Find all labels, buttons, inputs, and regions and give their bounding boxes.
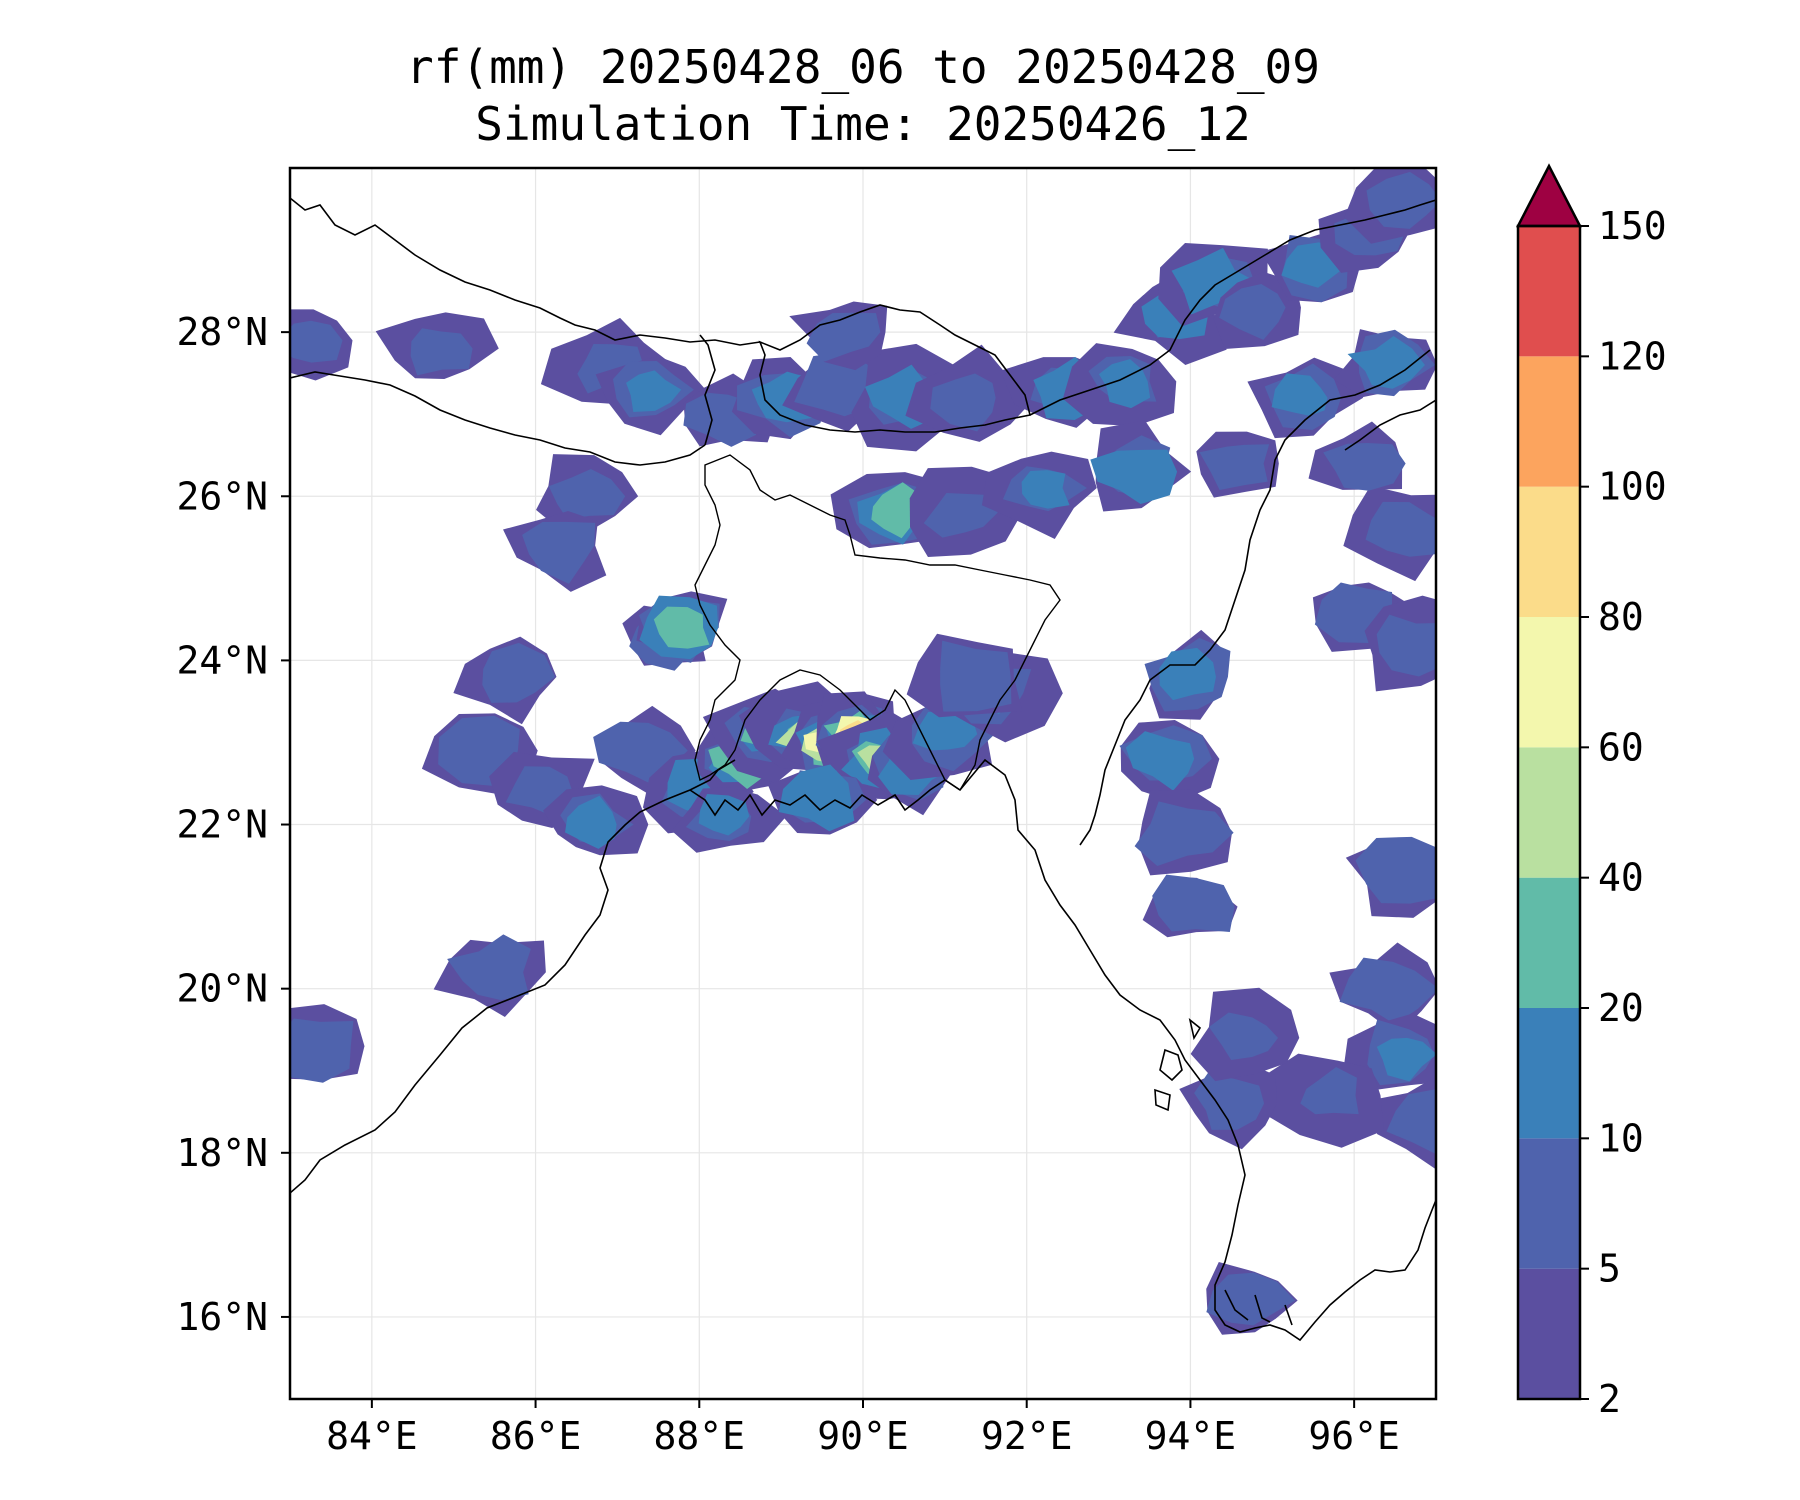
colorbar-tick-label: 150: [1598, 204, 1667, 248]
rain-cell: [1347, 335, 1425, 389]
colorbar-tick-label: 80: [1598, 595, 1644, 639]
colorbar-tick-label: 60: [1598, 725, 1644, 769]
rain-cell: [653, 606, 710, 649]
colorbar-segment: [1518, 226, 1580, 357]
lat-tick-label: 26°N: [176, 474, 268, 518]
latitude-axis: 16°N 18°N 20°N 22°N 24°N 26°N 28°N: [176, 310, 290, 1339]
lon-tick-label: 90°E: [817, 1414, 909, 1458]
colorbar-segment: [1518, 486, 1580, 617]
rain-cell: [577, 344, 644, 394]
rain-cell: [1376, 1037, 1436, 1082]
rain-cell: [290, 320, 343, 363]
rain-cell: [482, 642, 556, 703]
colorbar-segment: [1518, 617, 1580, 748]
rain-cell: [1219, 284, 1286, 340]
colorbar-tick-label: 20: [1598, 986, 1644, 1030]
colorbar-segment: [1518, 356, 1580, 487]
coastline-borders: [290, 197, 1436, 1342]
rain-cell: [1194, 1072, 1265, 1130]
lat-tick-label: 16°N: [176, 1295, 268, 1339]
colorbar-frame: [1516, 224, 1582, 1401]
colorbar-extend-arrow: [1515, 163, 1583, 228]
lon-tick-label: 84°E: [326, 1414, 418, 1458]
rain-cell: [1199, 444, 1270, 490]
lon-tick-label: 92°E: [981, 1414, 1073, 1458]
colorbar-tick-label: 40: [1598, 856, 1644, 900]
rain-cell: [1323, 443, 1406, 491]
longitude-axis: 84°E 86°E 88°E 90°E 92°E 94°E 96°E: [326, 1399, 1400, 1458]
colorbar-segment: [1518, 747, 1580, 878]
lat-tick-label: 28°N: [176, 310, 268, 354]
colorbar-segment: [1518, 877, 1580, 1008]
rain-cell: [1386, 1089, 1436, 1154]
rain-cell: [1355, 836, 1436, 904]
lat-tick-label: 20°N: [176, 967, 268, 1011]
rain-cell: [1125, 731, 1195, 791]
colorbar-tick-label: 120: [1598, 334, 1667, 378]
rain-cell: [1021, 470, 1070, 509]
rain-cell: [1090, 449, 1178, 505]
rain-cell: [778, 764, 855, 832]
rain-cell: [806, 312, 881, 362]
rain-cell: [940, 640, 1012, 712]
figure-title-line2: Simulation Time: 20250426_12: [475, 97, 1250, 151]
rain-cell: [1271, 373, 1328, 416]
rain-cell: [1376, 614, 1436, 677]
rain-cell: [548, 469, 626, 520]
rain-cell: [1339, 957, 1436, 1025]
rain-cell: [447, 934, 531, 1001]
rain-cell: [912, 711, 978, 751]
colorbar-tick-label: 5: [1598, 1247, 1621, 1291]
rain-cell: [522, 521, 596, 584]
rain-cell: [930, 373, 996, 432]
colorbar-tick-label: 2: [1598, 1377, 1621, 1421]
rain-cell: [1365, 501, 1436, 557]
colorbar-tick-label: 100: [1598, 465, 1667, 509]
figure-title-line1: rf(mm) 20250428_06 to 20250428_09: [406, 40, 1320, 94]
colorbar-segment: [1518, 1008, 1580, 1139]
rainfall-field: [290, 168, 1436, 1335]
rain-cell: [1134, 801, 1234, 867]
rain-cell: [565, 795, 617, 849]
lat-tick-label: 22°N: [176, 803, 268, 847]
lat-tick-label: 18°N: [176, 1131, 268, 1175]
rain-cell: [290, 1018, 354, 1083]
lon-tick-label: 94°E: [1145, 1414, 1237, 1458]
rain-cell: [698, 793, 750, 836]
rain-cell: [923, 492, 998, 538]
lon-tick-label: 96°E: [1308, 1414, 1400, 1458]
rain-cell: [1300, 1066, 1359, 1115]
rain-cell: [626, 370, 682, 412]
colorbar-tick-label: 10: [1598, 1116, 1644, 1160]
lon-tick-label: 86°E: [490, 1414, 582, 1458]
rain-cell: [1208, 1012, 1279, 1060]
lon-tick-label: 88°E: [654, 1414, 746, 1458]
rain-cell: [1152, 874, 1235, 933]
rain-cell: [1171, 247, 1259, 315]
colorbar-segment: [1518, 1268, 1580, 1399]
colorbar: 2 5 10 20 40 60 80 100 120 150: [1515, 163, 1667, 1421]
rain-cell: [410, 328, 473, 376]
rain-cell: [1206, 1272, 1296, 1326]
lat-tick-label: 24°N: [176, 638, 268, 682]
rain-cell: [1159, 647, 1216, 701]
colorbar-segment: [1518, 1138, 1580, 1269]
